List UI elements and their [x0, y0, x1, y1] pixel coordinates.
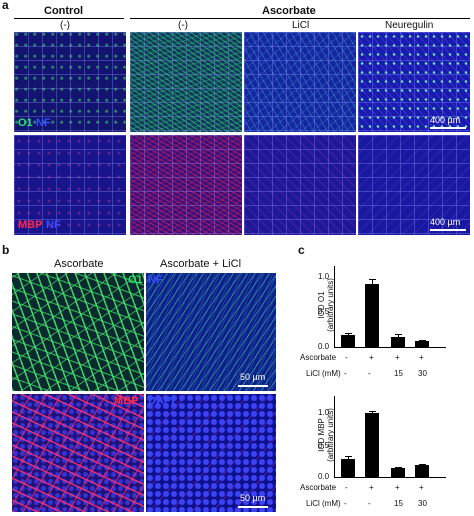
stain-label-nf-2: NF — [46, 219, 61, 231]
stain-label-b-o1: O1 — [128, 274, 143, 286]
chart-mbp-bar-2 — [365, 413, 379, 477]
chart-mbp-row-ascorbate-label: Ascorbate — [300, 483, 337, 492]
chart-mbp-errorcap-1 — [345, 455, 352, 457]
stain-label-mbp: MBP — [18, 219, 43, 231]
chart-o1-licl-cell-2: - — [368, 369, 371, 378]
micrograph-licl-o1-nf — [244, 32, 356, 132]
chart-o1-ascorbate-cell-2: + — [369, 353, 374, 362]
chart-mbp-errorbar-4 — [422, 463, 423, 467]
chart-mbp: IOD MBP (arbitrary units) 1.0 0.5 0.0 As… — [300, 388, 472, 516]
chart-mbp-row-licl-label: LiCl (mM) — [306, 499, 341, 508]
scale-text-row1: 400 µm — [430, 115, 461, 125]
chart-mbp-licl-cell-2: - — [368, 499, 371, 508]
micrograph-b-licl-mbp-dapi — [146, 394, 276, 512]
chart-mbp-errorbar-1 — [348, 455, 349, 463]
chart-o1-ascorbate-cell-4: + — [419, 353, 424, 362]
stain-label-o1: O1 — [18, 117, 33, 129]
micrograph-b-licl-o1-nf — [146, 273, 276, 391]
scale-text-b-row1: 50 µm — [240, 372, 266, 382]
chart-o1-licl-cell-1: - — [344, 369, 347, 378]
chart-mbp-ascorbate-cell-3: + — [395, 483, 400, 492]
chart-mbp-bar-4 — [415, 464, 429, 477]
chart-o1-ytick-1: 1.0 — [318, 272, 330, 281]
chart-mbp-ytick-05: 0.5 — [318, 441, 330, 450]
chart-o1-errorbar-2 — [372, 279, 373, 289]
scale-text-row2: 400 µm — [430, 217, 461, 227]
group-line-ascorbate — [130, 18, 470, 19]
micrograph-b-ascorbate-o1-nf — [12, 273, 144, 391]
chart-mbp-xaxis — [334, 477, 446, 478]
chart-mbp-licl-cell-4: 30 — [418, 499, 427, 508]
stain-label-b-nf: NF — [148, 274, 163, 286]
col-label-b-ascorbate: Ascorbate — [54, 258, 104, 270]
group-label-control: Control — [44, 5, 84, 17]
micrograph-control-mbp-nf — [14, 135, 126, 235]
chart-o1-ytick-0: 0.0 — [318, 342, 330, 351]
chart-mbp-ascorbate-cell-4: + — [419, 483, 424, 492]
chart-o1-yaxis — [334, 266, 335, 348]
micrograph-ascorbate-o1-nf — [130, 32, 242, 132]
chart-mbp-errorcap-4 — [419, 463, 426, 465]
micrograph-b-ascorbate-mbp-dapi — [12, 394, 144, 512]
stain-label-nf: NF — [36, 117, 51, 129]
scale-bar-row2 — [430, 229, 466, 231]
col-label-b-ascorbate-licl: Ascorbate + LiCl — [160, 258, 242, 270]
chart-mbp-licl-cell-3: 15 — [394, 499, 403, 508]
scale-bar-b-row2 — [238, 506, 268, 508]
chart-o1-errorbar-3 — [398, 334, 399, 340]
chart-o1-xaxis — [334, 347, 446, 348]
chart-o1-bar-2 — [365, 284, 379, 347]
chart-mbp-ytick-0: 0.0 — [318, 472, 330, 481]
chart-o1-licl-cell-3: 15 — [394, 369, 403, 378]
chart-o1-bar-1 — [341, 335, 355, 347]
scale-text-b-row2: 50 µm — [240, 493, 266, 503]
chart-o1-row-ascorbate-label: Ascorbate — [300, 353, 337, 362]
group-line-control — [14, 18, 124, 19]
col-label-ascorbate: (-) — [178, 20, 188, 31]
chart-o1-errorcap-3 — [395, 334, 402, 336]
chart-mbp-bar-3 — [391, 468, 405, 477]
col-label-neuregulin: Neuregulin — [385, 20, 434, 31]
panel-b-letter: b — [2, 243, 10, 257]
chart-mbp-ytick-1: 1.0 — [318, 408, 330, 417]
group-label-ascorbate: Ascorbate — [262, 5, 316, 17]
stain-label-b-mbp: MBP — [114, 395, 139, 407]
chart-o1-errorcap-2 — [369, 279, 376, 281]
chart-mbp-yaxis — [334, 396, 335, 478]
micrograph-neuregulin-o1-nf — [358, 32, 470, 132]
chart-o1-errorbar-4 — [422, 340, 423, 343]
scale-bar-row1 — [430, 127, 466, 129]
panel-a-letter: a — [2, 0, 9, 12]
chart-mbp-ascorbate-cell-1: - — [345, 483, 348, 492]
micrograph-neuregulin-mbp-nf — [358, 135, 470, 235]
chart-o1-licl-cell-4: 30 — [418, 369, 427, 378]
chart-o1: IOD O1 (arbitrary units) 1.0 0.5 0.0 Asc… — [300, 258, 472, 386]
chart-o1-ascorbate-cell-1: - — [345, 353, 348, 362]
chart-o1-bar-4 — [415, 341, 429, 347]
chart-o1-ascorbate-cell-3: + — [395, 353, 400, 362]
chart-mbp-licl-cell-1: - — [344, 499, 347, 508]
chart-o1-ytick-05: 0.5 — [318, 307, 330, 316]
chart-mbp-bar-1 — [341, 459, 355, 477]
chart-o1-errorbar-1 — [348, 333, 349, 338]
chart-mbp-errorcap-2 — [369, 411, 376, 413]
micrograph-licl-mbp-nf — [244, 135, 356, 235]
stain-label-b-dapi: DAPI — [148, 395, 175, 407]
micrograph-control-o1-nf — [14, 32, 126, 132]
micrograph-ascorbate-mbp-nf — [130, 135, 242, 235]
chart-mbp-ascorbate-cell-2: + — [369, 483, 374, 492]
chart-mbp-ylabel: IOD MBP (arbitrary units) — [317, 408, 335, 462]
chart-mbp-errorcap-3 — [395, 467, 402, 469]
col-label-licl: LiCl — [292, 20, 310, 31]
chart-o1-bar-3 — [391, 337, 405, 347]
chart-mbp-errorbar-2 — [372, 411, 373, 415]
chart-o1-errorcap-4 — [419, 340, 426, 341]
col-label-control: (-) — [60, 20, 70, 31]
panel-c-letter: c — [298, 243, 305, 257]
chart-o1-row-licl-label: LiCl (mM) — [306, 369, 341, 378]
chart-o1-errorcap-1 — [345, 333, 352, 334]
scale-bar-b-row1 — [238, 385, 268, 387]
